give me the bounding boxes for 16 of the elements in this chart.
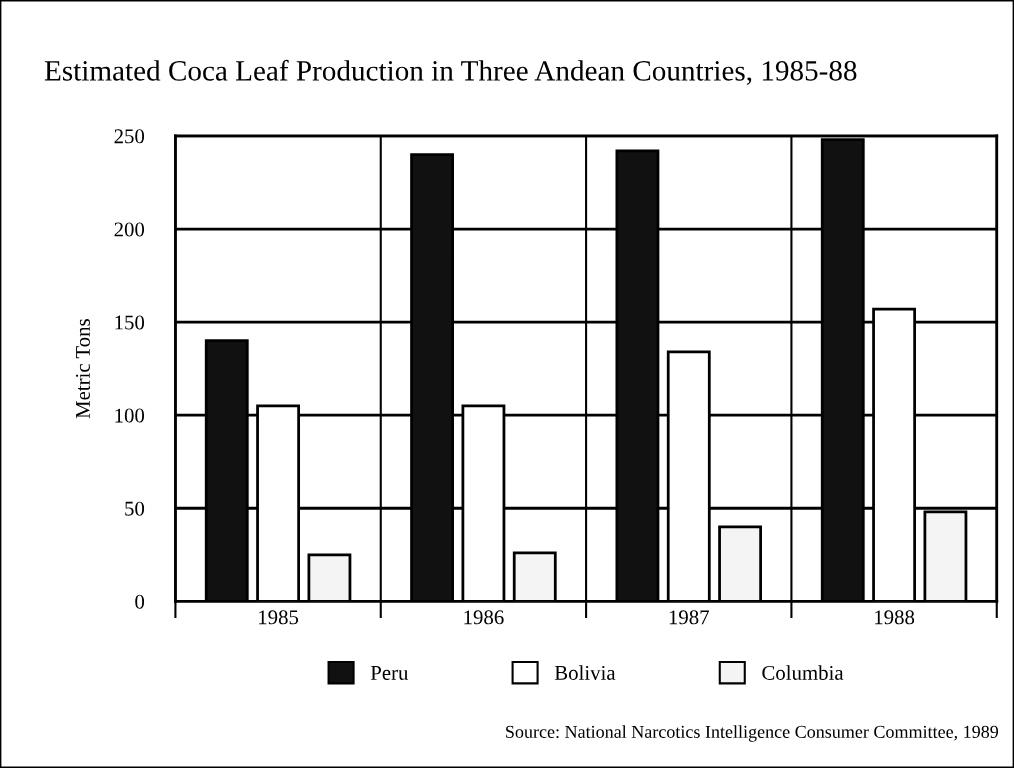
y-tick-label: 50 <box>125 501 145 516</box>
y-tick-label: 0 <box>135 594 145 609</box>
y-tick-label: 200 <box>114 222 145 237</box>
x-tick-label: 1988 <box>875 610 915 625</box>
y-tick-label: 100 <box>115 408 145 423</box>
y-tick-label: 150 <box>115 315 145 330</box>
source-note: Source: National Narcotics Intelligence Consumer Committee, 1989 <box>506 725 999 742</box>
legend-label: Bolivia <box>554 665 616 680</box>
x-tick-label: 1987 <box>669 610 709 625</box>
y-tick-label: 250 <box>114 129 145 144</box>
chart-title: Estimated Coca Leaf Production in Three Andean Countries, 1985-88 <box>44 59 857 85</box>
x-tick-label: 1985 <box>259 610 299 625</box>
legend-label: Peru <box>370 666 409 680</box>
x-tick-label: 1986 <box>464 610 504 625</box>
y-axis-title: Metric Tons <box>75 319 90 419</box>
legend-label: Columbia <box>762 665 844 680</box>
